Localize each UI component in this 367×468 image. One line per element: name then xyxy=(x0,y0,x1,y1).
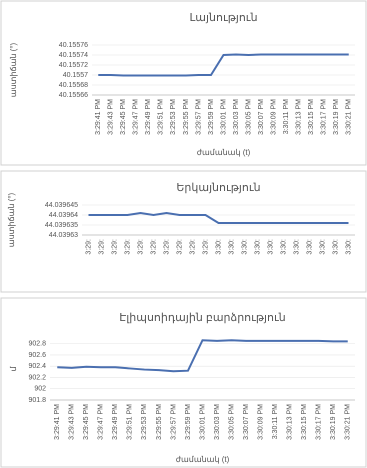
x-tick-label: 3:30:21 PM xyxy=(345,404,352,440)
x-tick-label: 3:29:51 PM xyxy=(158,99,165,135)
x-tick-label: 3:29: xyxy=(176,239,183,255)
x-tick-label: 3:29:49 PM xyxy=(145,99,152,135)
x-tick-label: 3:29:41 PM xyxy=(54,404,61,440)
y-axis-label: աստիճան (°) xyxy=(9,42,18,97)
y-tick-label: 40.15572 xyxy=(59,62,88,69)
x-axis-label: ժամանակ (t) xyxy=(197,148,251,157)
x-tick-label: 3:30:19 PM xyxy=(330,404,337,440)
x-tick-label: 3:30: xyxy=(319,239,326,255)
x-tick-label: 3:30: xyxy=(241,239,248,255)
x-tick-label: 3:29:57 PM xyxy=(195,99,202,135)
x-tick-label: 3:30:11 PM xyxy=(272,404,279,439)
chart-panel xyxy=(0,297,367,468)
y-tick-label: 902.6 xyxy=(28,352,46,359)
chart-title: Էլիպսոիդային բարձրություն xyxy=(119,312,286,324)
x-tick-label: 3:30: xyxy=(267,239,274,255)
x-tick-label: 3:30:07 PM xyxy=(243,404,250,440)
y-axis-label: մ xyxy=(9,366,18,372)
chart-title: Երկայնություն xyxy=(176,182,260,194)
y-tick-label: 44.03963 xyxy=(49,232,78,239)
x-tick-label: 3:30: xyxy=(293,239,300,255)
x-tick-label: 3:29:57 PM xyxy=(170,404,177,440)
line xyxy=(57,339,348,373)
x-tick-label: 3:29:43 PM xyxy=(108,99,115,135)
x-axis-label: ժամանակ (t) xyxy=(176,455,230,464)
y-tick-label: 44.039645 xyxy=(45,202,78,209)
x-tick-label: 3:29:43 PM xyxy=(69,404,76,440)
x-tick-label: 3:30:09 PM xyxy=(257,404,264,440)
x-tick-label: 3:30: xyxy=(228,239,235,255)
x-tick-label: 3:30:03 PM xyxy=(233,99,240,135)
x-tick-label: 3:30:01 PM xyxy=(199,404,206,440)
x-tick-label: 3:30:11 PM xyxy=(283,99,290,134)
x-tick-label: 3:30:15 PM xyxy=(301,404,308,440)
x-tick-label: 3:29: xyxy=(85,239,92,255)
x-tick-label: 3:29:49 PM xyxy=(112,404,119,440)
y-tick-label: 40.1557 xyxy=(63,72,88,79)
x-tick-label: 3:29:47 PM xyxy=(133,99,140,135)
x-tick-label: 3:30:21 PM xyxy=(346,99,353,135)
line xyxy=(88,211,349,224)
y-tick-label: 44.03964 xyxy=(49,212,78,219)
x-tick-label: 3:30:05 PM xyxy=(228,404,235,440)
x-tick-label: 3:29:51 PM xyxy=(127,404,134,440)
x-tick-label: 3:29: xyxy=(163,239,170,255)
y-tick-label: 40.15566 xyxy=(59,92,88,99)
x-tick-label: 3:30: xyxy=(280,239,287,255)
x-tick-label: 3:29:45 PM xyxy=(120,99,127,135)
y-tick-label: 902.8 xyxy=(28,340,46,347)
x-tick-label: 3:29: xyxy=(150,239,157,255)
x-tick-label: 3:30: xyxy=(306,239,313,255)
x-tick-label: 3:30: xyxy=(332,239,339,255)
chart-title: Լայնություն xyxy=(189,12,257,24)
x-tick-label: 3:29:55 PM xyxy=(183,99,190,135)
x-tick-label: 3:30:09 PM xyxy=(270,99,277,135)
x-tick-label: 3:30: xyxy=(215,239,222,255)
x-tick-label: 3:30:13 PM xyxy=(295,99,302,135)
y-tick-label: 40.15576 xyxy=(59,42,88,49)
x-tick-label: 3:29: xyxy=(202,239,209,255)
x-tick-label: 3:30: xyxy=(254,239,261,255)
x-tick-label: 3:30:01 PM xyxy=(220,99,227,135)
x-tick-label: 3:30:13 PM xyxy=(286,404,293,440)
x-tick-label: 3:29: xyxy=(98,239,105,255)
chart-panel xyxy=(0,170,367,293)
y-axis-label: աստիճան (°) xyxy=(7,192,16,247)
x-tick-label: 3:29: xyxy=(124,239,131,255)
y-tick-label: 40.15568 xyxy=(59,82,88,89)
x-tick-label: 3:29:45 PM xyxy=(83,404,90,440)
line xyxy=(98,53,349,77)
x-tick-label: 3:29: xyxy=(137,239,144,255)
x-tick-label: 3:29:55 PM xyxy=(156,404,163,440)
y-tick-label: 40.15574 xyxy=(59,52,88,59)
x-tick-label: 3:29: xyxy=(189,239,196,255)
chart-panel xyxy=(0,0,367,166)
x-tick-label: 3:30:15 PM xyxy=(308,99,315,135)
y-tick-label: 902.4 xyxy=(28,363,46,370)
x-tick-label: 3:30:05 PM xyxy=(245,99,252,135)
x-tick-label: 3:30:03 PM xyxy=(214,404,221,440)
x-tick-label: 3:30:19 PM xyxy=(333,99,340,135)
y-tick-label: 902 xyxy=(34,386,46,393)
y-tick-label: 44.039635 xyxy=(45,222,78,229)
y-tick-label: 901.8 xyxy=(28,397,46,404)
x-tick-label: 3:29:41 PM xyxy=(95,99,102,135)
x-tick-label: 3:30:07 PM xyxy=(258,99,265,135)
x-tick-label: 3:29:53 PM xyxy=(141,404,148,440)
x-tick-label: 3:29:53 PM xyxy=(170,99,177,135)
x-tick-label: 3:30:17 PM xyxy=(321,99,328,135)
y-tick-label: 902.2 xyxy=(28,374,46,381)
x-tick-label: 3:29:59 PM xyxy=(208,99,215,135)
x-tick-label: 3:30: xyxy=(345,239,352,255)
x-tick-label: 3:29: xyxy=(111,239,118,255)
x-tick-label: 3:30:17 PM xyxy=(316,404,323,440)
x-tick-label: 3:29:47 PM xyxy=(98,404,105,440)
x-tick-label: 3:29:59 PM xyxy=(185,404,192,440)
